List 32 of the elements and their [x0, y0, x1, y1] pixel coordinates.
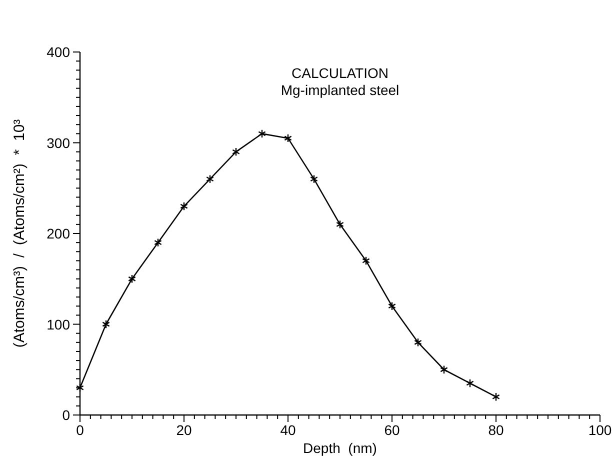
y-tick-label: 400: [46, 44, 70, 60]
y-tick-label: 300: [46, 134, 70, 151]
point: [76, 383, 84, 392]
x-tick-label: 80: [488, 422, 504, 438]
point: [440, 365, 448, 374]
point: [388, 302, 396, 311]
x-tick-label: 20: [176, 422, 192, 438]
point: [206, 174, 214, 184]
y-tick-label: 200: [46, 226, 70, 242]
point: [102, 320, 110, 329]
point: [414, 338, 422, 347]
y-axis-title: (Atoms/cm³) / (Atoms/cm²) * 10³: [11, 119, 28, 348]
point: [128, 274, 136, 284]
y-tick-label: 0: [62, 407, 70, 423]
text: Mg-implanted steel: [280, 82, 400, 98]
point: [258, 129, 266, 138]
x-tick-label: 100: [588, 422, 612, 438]
point: [180, 202, 188, 211]
point: [284, 134, 292, 143]
point: [336, 220, 344, 229]
point: [466, 378, 474, 388]
x-tick-label: 40: [280, 422, 296, 438]
x-axis-title: Depth (nm): [303, 440, 377, 456]
x-tick-label: 60: [384, 422, 400, 438]
y-tick-label: 100: [46, 316, 70, 332]
text: CALCULATION: [292, 65, 388, 81]
point: [154, 238, 162, 248]
point: [362, 256, 370, 266]
x-tick-label: 0: [76, 422, 84, 438]
point: [232, 147, 240, 156]
point: [310, 174, 318, 184]
point: [492, 392, 500, 402]
